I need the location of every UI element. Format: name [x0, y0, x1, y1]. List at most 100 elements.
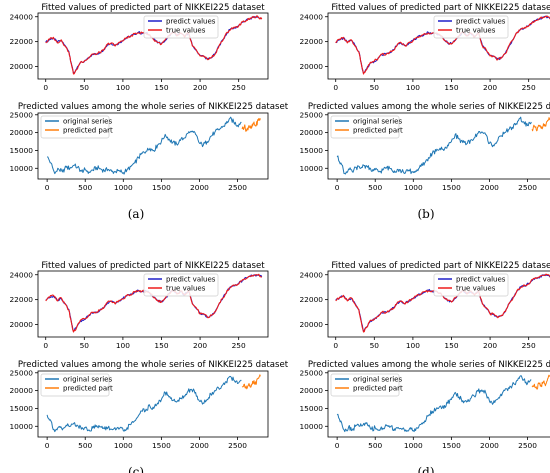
y-tick-label: 10000: [9, 164, 33, 173]
series-line-predicted-part: [531, 117, 550, 132]
axes-frame: [327, 270, 550, 338]
x-tick-label: 100: [116, 341, 130, 350]
y-tick-label: 20000: [299, 62, 323, 71]
series-line-original-series: [47, 116, 242, 175]
y-tick-label: 20000: [299, 320, 323, 329]
legend-label: true values: [456, 27, 496, 35]
x-tick-label: 200: [193, 341, 207, 350]
x-tick-label: 200: [483, 341, 497, 350]
legend-label: predict values: [166, 276, 216, 284]
y-tick-label: 24000: [9, 12, 33, 21]
series-lines: [336, 374, 550, 433]
series-line-original-series: [336, 116, 532, 175]
panel-caption: (d): [417, 465, 434, 473]
x-tick-label: 2000: [190, 183, 209, 192]
x-tick-label: 150: [154, 341, 168, 350]
y-tick-label: 22000: [9, 295, 33, 304]
x-tick-label: 0: [43, 83, 48, 92]
legend-label: predict values: [456, 18, 506, 26]
chart-title: Predicted values among the whole series …: [308, 102, 550, 112]
series-line-predicted-part: [241, 374, 261, 390]
series-lines: [336, 116, 550, 175]
x-tick-label: 250: [232, 341, 246, 350]
x-tick-label: 2000: [190, 441, 209, 450]
x-tick-label: 1500: [152, 441, 171, 450]
x-tick-label: 150: [154, 83, 168, 92]
series-line-predicted-part: [241, 118, 261, 132]
x-tick-label: 50: [370, 341, 380, 350]
x-tick-label: 1000: [404, 183, 423, 192]
x-tick-label: 250: [522, 83, 536, 92]
fitted-subplot: Fitted values of predicted part of NIKKE…: [9, 261, 269, 350]
chart-title: Predicted values among the whole series …: [18, 102, 289, 112]
legend-label: original series: [353, 376, 402, 384]
y-tick-label: 20000: [299, 386, 323, 395]
chart-title: Fitted values of predicted part of NIKKE…: [41, 261, 265, 271]
panel-b: Fitted values of predicted part of NIKKE…: [299, 3, 550, 221]
y-tick-label: 24000: [9, 270, 33, 279]
y-tick-label: 10000: [9, 422, 33, 431]
y-tick-label: 15000: [9, 404, 33, 413]
x-tick-label: 500: [368, 183, 382, 192]
y-tick-label: 20000: [9, 386, 33, 395]
x-tick-label: 150: [444, 341, 458, 350]
legend-box: [143, 273, 219, 297]
x-tick-label: 50: [370, 83, 380, 92]
axes-frame: [327, 112, 550, 180]
legend-label: true values: [166, 27, 206, 35]
whole-series-subplot: Predicted values among the whole series …: [299, 102, 550, 192]
y-tick-label: 22000: [299, 295, 323, 304]
x-tick-label: 0: [45, 441, 50, 450]
x-tick-label: 100: [406, 341, 420, 350]
whole-series-subplot: Predicted values among the whole series …: [299, 360, 550, 450]
series-line-original-series: [46, 375, 242, 433]
axes-frame: [37, 370, 269, 438]
whole-series-subplot: Predicted values among the whole series …: [9, 102, 288, 192]
y-tick-label: 10000: [299, 422, 323, 431]
y-tick-label: 20000: [9, 128, 33, 137]
axes-frame: [327, 12, 550, 80]
y-tick-label: 20000: [9, 62, 33, 71]
chart-title: Fitted values of predicted part of NIKKE…: [331, 261, 550, 271]
y-tick-label: 10000: [299, 164, 323, 173]
x-tick-label: 1000: [114, 183, 133, 192]
y-tick-label: 22000: [9, 37, 33, 46]
x-tick-label: 0: [333, 341, 338, 350]
legend-label: true values: [456, 285, 496, 293]
legend-label: original series: [353, 118, 402, 126]
x-tick-label: 500: [78, 441, 92, 450]
panel-caption: (a): [128, 207, 145, 221]
axes-frame: [37, 12, 269, 80]
series-lines: [47, 116, 261, 175]
x-tick-label: 0: [335, 441, 340, 450]
x-tick-label: 2000: [480, 441, 499, 450]
x-tick-label: 150: [444, 83, 458, 92]
chart-title: Predicted values among the whole series …: [308, 360, 550, 370]
y-tick-label: 15000: [299, 146, 323, 155]
panel-a: Fitted values of predicted part of NIKKE…: [9, 3, 288, 221]
x-tick-label: 250: [232, 83, 246, 92]
y-tick-label: 25000: [299, 110, 323, 119]
x-tick-label: 2000: [480, 183, 499, 192]
legend-box: [143, 15, 219, 39]
x-tick-label: 0: [45, 183, 50, 192]
legend-label: true values: [166, 285, 206, 293]
legend-label: predicted part: [353, 127, 403, 135]
legend-label: original series: [63, 376, 112, 384]
x-tick-label: 2500: [518, 183, 537, 192]
y-tick-label: 15000: [9, 146, 33, 155]
series-lines: [46, 374, 261, 433]
x-tick-label: 0: [43, 341, 48, 350]
x-tick-label: 50: [80, 83, 90, 92]
legend-label: predicted part: [353, 385, 403, 393]
x-tick-label: 2500: [518, 441, 537, 450]
chart-title: Fitted values of predicted part of NIKKE…: [331, 3, 550, 13]
y-tick-label: 20000: [299, 128, 323, 137]
y-tick-label: 22000: [299, 37, 323, 46]
x-tick-label: 0: [335, 183, 340, 192]
fitted-subplot: Fitted values of predicted part of NIKKE…: [299, 3, 550, 92]
x-tick-label: 200: [193, 83, 207, 92]
